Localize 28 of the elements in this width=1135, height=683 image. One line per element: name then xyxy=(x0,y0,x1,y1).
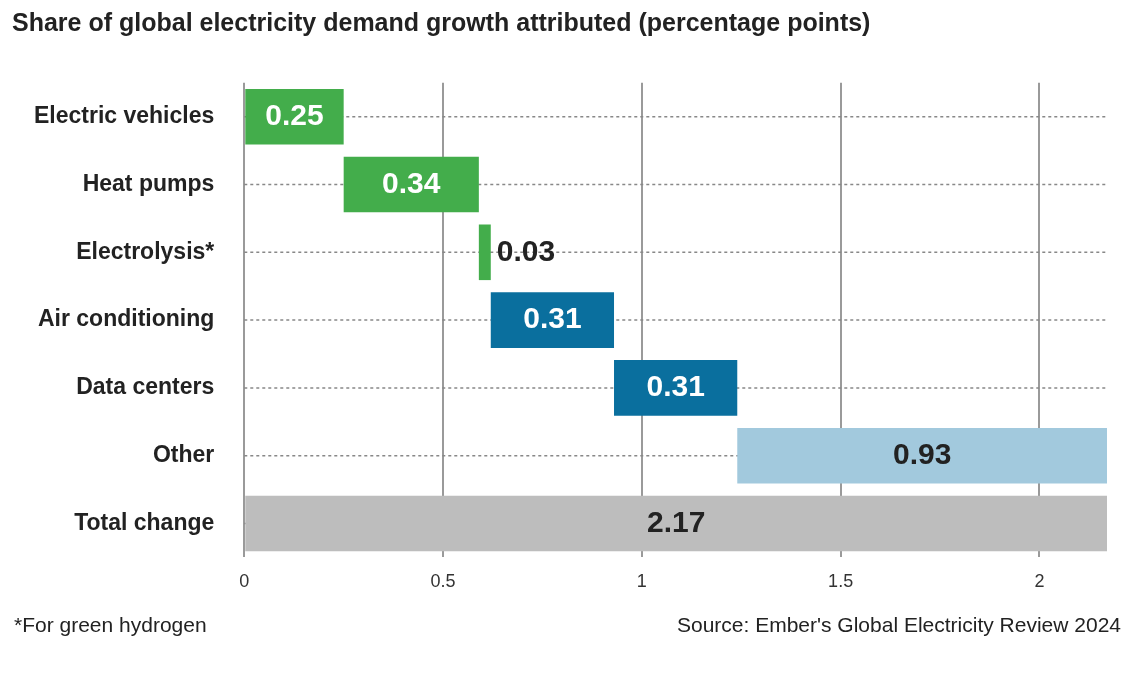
data-label: 0.93 xyxy=(892,436,952,470)
y-tick-label: Other xyxy=(152,441,215,468)
y-tick-label: Heat pumps xyxy=(82,169,215,196)
bar xyxy=(490,292,615,348)
y-tick-label: Electric vehicles xyxy=(33,102,215,129)
bar xyxy=(614,360,738,416)
y-tick-label: Air conditioning xyxy=(37,305,215,332)
x-tick-label: 0.5 xyxy=(430,571,456,592)
data-label: 0.34 xyxy=(382,165,441,199)
y-tick-label: Electrolysis* xyxy=(76,237,215,264)
x-tick-label: 1 xyxy=(636,571,647,592)
bar xyxy=(737,427,1107,484)
source-note: Source: Ember's Global Electricity Review 2024 xyxy=(676,613,1121,637)
x-tick-label: 1.5 xyxy=(828,571,854,592)
data-label: 0.25 xyxy=(265,97,324,131)
text: *For green hydrogen xyxy=(14,613,207,637)
y-tick-label: Data centers xyxy=(76,373,215,400)
bar xyxy=(478,224,491,281)
data-label: 2.17 xyxy=(646,504,706,538)
x-tick-label: 2 xyxy=(1034,571,1045,592)
y-tick-label: Total change xyxy=(74,508,215,535)
chart-title: Share of global electricity demand growth attributed (percentage points) xyxy=(12,8,872,37)
data-label: 0.31 xyxy=(523,301,582,335)
bar xyxy=(245,495,1107,552)
data-label: 0.03 xyxy=(496,233,556,267)
x-tick-label: 0 xyxy=(239,571,250,592)
bar xyxy=(343,156,479,213)
data-label: 0.31 xyxy=(646,369,705,403)
